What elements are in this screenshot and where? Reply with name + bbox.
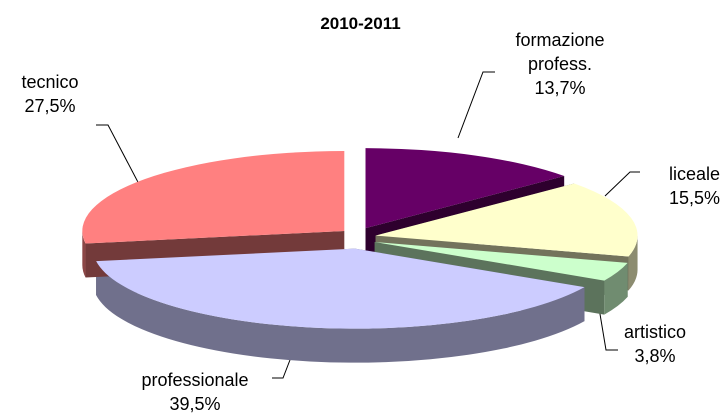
slice-label: tecnico 27,5% [0,70,100,118]
slice [365,148,565,229]
slice-label: artistico 3,8% [600,320,710,368]
slice-label: formazione profess. 13,7% [490,28,630,100]
value-label: 27,5% [24,96,76,116]
category-label: professionale [141,370,249,390]
value-label: 15,5% [668,188,720,208]
value-label: 39,5% [169,394,221,414]
category-label: artistico [623,322,686,342]
leader-line [604,171,640,197]
slice [375,183,638,257]
slice-wall [604,262,628,315]
slice-label: professionale 39,5% [110,368,280,416]
slice-label: liceale 15,5% [610,162,720,210]
slice [96,248,585,329]
value-label: 3,8% [634,346,676,366]
slice-wall [82,230,86,278]
category-label: formazione profess. [515,30,605,74]
slice [374,242,628,281]
category-label: tecnico [21,72,79,92]
category-label: liceale [668,164,720,184]
chart-title: 2010-2011 [320,14,401,33]
slice-wall [96,261,585,363]
leader-line [457,71,495,139]
slice-wall [628,235,638,291]
leader-line [96,124,141,187]
slice [82,150,345,244]
value-label: 13,7% [534,78,586,98]
tops [82,148,638,329]
